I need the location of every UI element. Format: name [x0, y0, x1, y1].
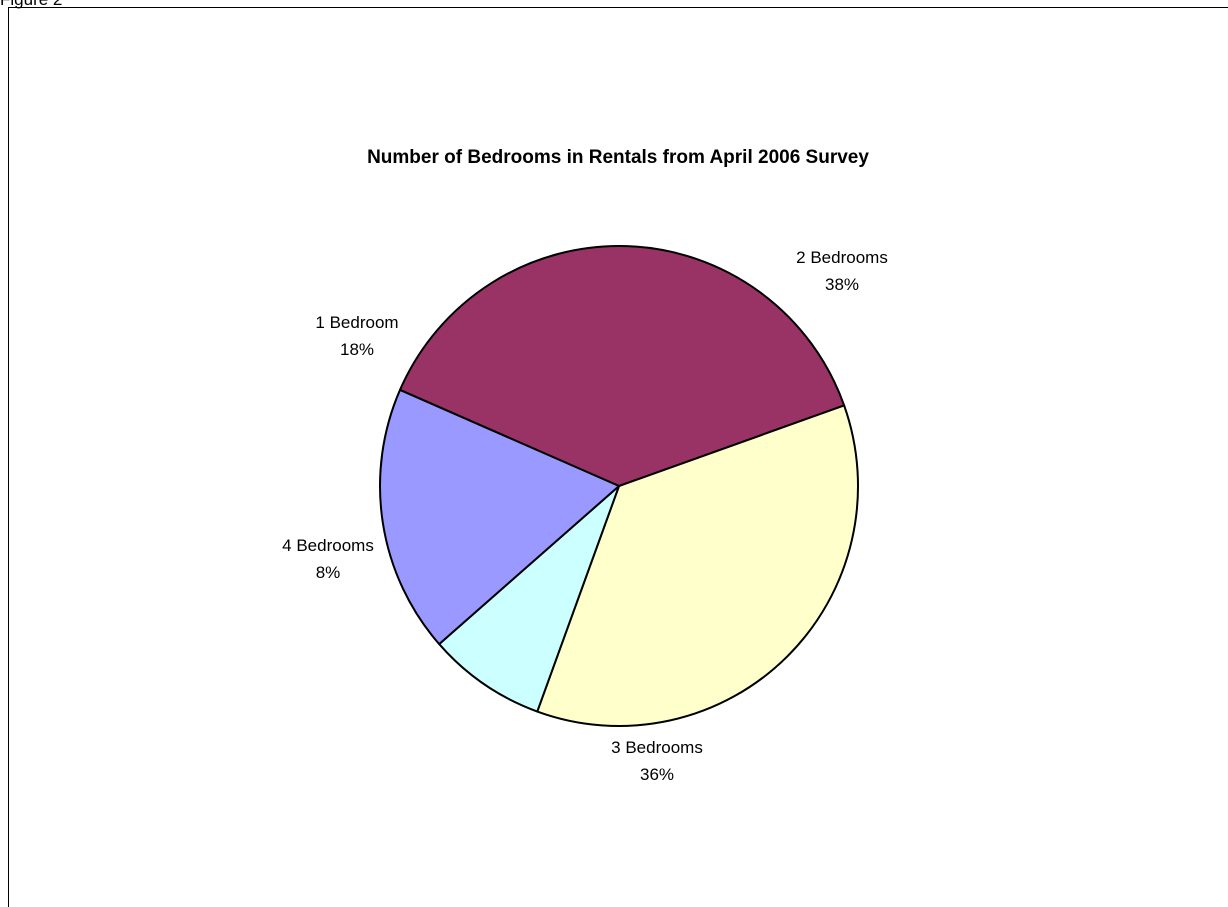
slice-label-3-bedrooms: 3 Bedrooms: [611, 738, 703, 757]
chart-frame: [8, 7, 1228, 907]
slice-label-4-bedrooms: 4 Bedrooms: [282, 536, 374, 555]
pie-slice-1-bedroom: [378, 388, 620, 646]
chart-title: Number of Bedrooms in Rentals from April…: [367, 147, 869, 168]
slice-percent-2-bedrooms: 38%: [825, 275, 859, 294]
slice-label-2-bedrooms: 2 Bedrooms: [796, 248, 888, 267]
pie-chart: Number of Bedrooms in Rentals from April…: [282, 147, 888, 784]
pie-slice-3-bedrooms: [536, 404, 859, 727]
slice-percent-4-bedrooms: 8%: [316, 563, 341, 582]
slice-percent-3-bedrooms: 36%: [640, 765, 674, 784]
slice-percent-1-bedroom: 18%: [340, 340, 374, 359]
figure-label: Figure 2: [0, 0, 62, 9]
slice-label-1-bedroom: 1 Bedroom: [315, 313, 398, 332]
slice-labels: 2 Bedrooms 38% 3 Bedrooms 36% 4 Bedrooms 8% 1 …: [282, 248, 888, 784]
pie-slices: [378, 245, 859, 727]
pie-slice-4-bedrooms: [438, 485, 620, 713]
pie-slice-2-bedrooms: [398, 245, 846, 487]
